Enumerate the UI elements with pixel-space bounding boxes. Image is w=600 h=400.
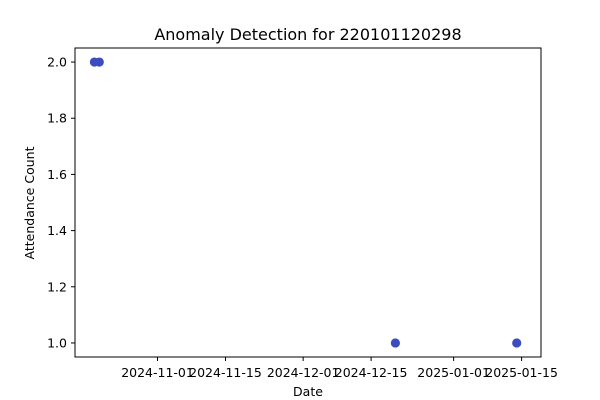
data-point xyxy=(512,338,522,348)
x-tick-label: 2024-12-15 xyxy=(335,365,408,380)
x-tick-label: 2024-11-01 xyxy=(121,365,194,380)
x-tick-label: 2025-01-15 xyxy=(485,365,558,380)
y-axis: 1.0 1.2 1.4 1.6 1.8 2.0 xyxy=(47,55,75,350)
y-tick-label: 1.2 xyxy=(47,279,67,294)
y-tick-label: 1.4 xyxy=(47,223,67,238)
y-tick-label: 1.6 xyxy=(47,167,67,182)
y-tick-label: 2.0 xyxy=(47,55,67,70)
chart-title: Anomaly Detection for 220101120298 xyxy=(154,25,461,44)
y-axis-label: Attendance Count xyxy=(22,146,37,259)
y-tick-label: 1.8 xyxy=(47,111,67,126)
data-points xyxy=(89,57,522,348)
y-tick-label: 1.0 xyxy=(47,335,67,350)
x-tick-label: 2025-01-01 xyxy=(417,365,490,380)
x-tick-label: 2024-11-15 xyxy=(189,365,262,380)
x-axis-label: Date xyxy=(293,384,323,399)
data-point xyxy=(390,338,400,348)
plot-area-frame xyxy=(74,47,542,358)
data-point xyxy=(94,57,104,67)
x-tick-label: 2024-12-01 xyxy=(267,365,340,380)
